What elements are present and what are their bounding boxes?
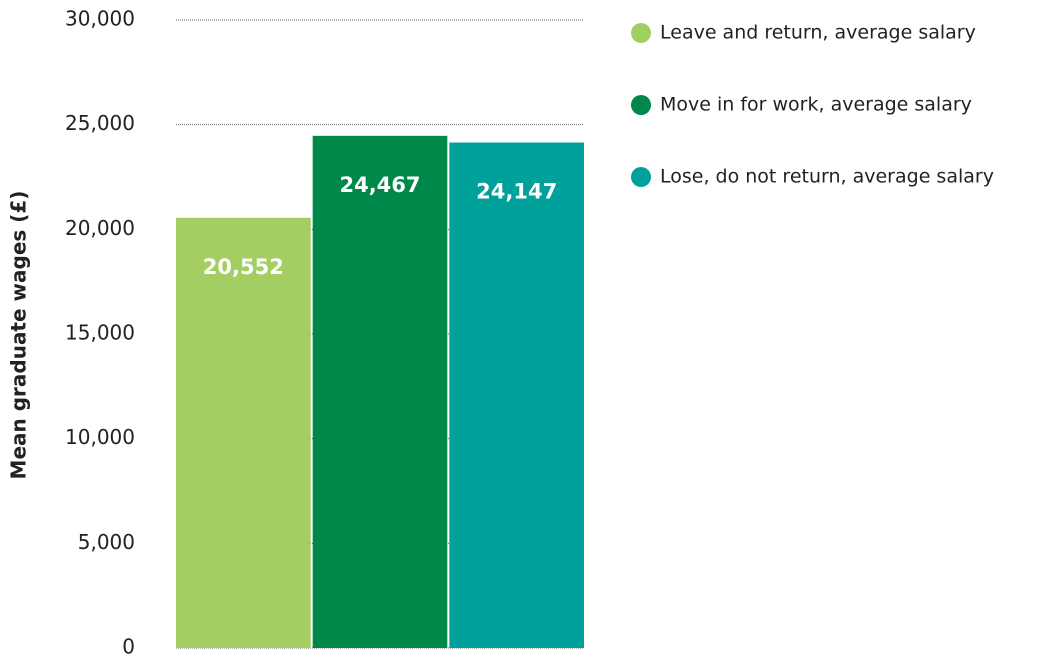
bar (312, 135, 448, 649)
data-label: 24,147 (476, 180, 557, 204)
legend-marker (631, 167, 651, 187)
y-axis-label: Mean graduate wages (£) (7, 191, 31, 480)
y-tick-label: 30,000 (65, 7, 135, 31)
legend-label: Lose, do not return, average salary (660, 166, 994, 188)
y-tick-label: 25,000 (65, 111, 135, 135)
y-tick-label: 20,000 (65, 216, 135, 240)
legend-marker (631, 95, 651, 115)
y-tick-label: 0 (122, 635, 135, 659)
y-tick-label: 10,000 (65, 425, 135, 449)
y-tick-label: 15,000 (65, 321, 135, 345)
data-label: 20,552 (203, 255, 284, 279)
bar (449, 142, 584, 648)
y-tick-label: 5,000 (78, 530, 135, 554)
data-label: 24,467 (339, 173, 420, 197)
legend-marker (631, 23, 651, 43)
legend-label: Move in for work, average salary (660, 94, 972, 116)
bar (176, 217, 311, 648)
legend-label: Leave and return, average salary (660, 22, 976, 44)
